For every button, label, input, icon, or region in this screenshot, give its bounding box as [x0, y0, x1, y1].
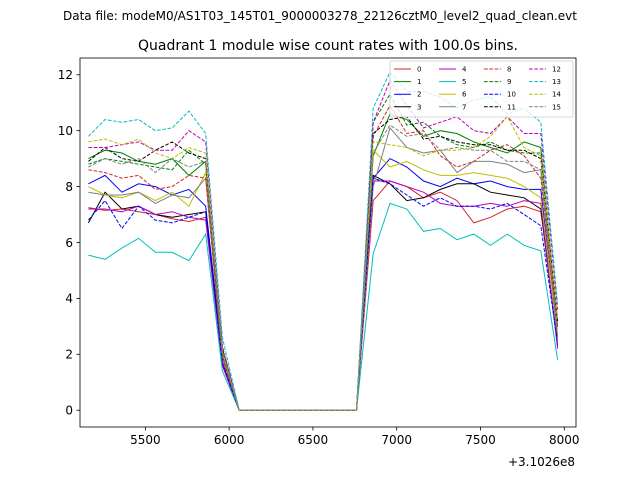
x-offset-label: +3.1026e8 [508, 455, 575, 469]
x-tick-label: 7000 [381, 433, 412, 447]
legend-label-2: 2 [417, 91, 421, 99]
legend-label-5: 5 [462, 78, 466, 86]
data-file-suptitle: Data file: modeM0/AS1T03_145T01_90000032… [63, 9, 577, 23]
x-tick-label: 6000 [214, 433, 245, 447]
legend-label-15: 15 [552, 103, 561, 111]
legend-label-3: 3 [417, 103, 421, 111]
legend-label-14: 14 [552, 91, 561, 99]
chart-title: Quadrant 1 module wise count rates with … [138, 38, 518, 54]
x-tick-label: 5500 [130, 433, 161, 447]
x-tick-label: 8000 [549, 433, 580, 447]
x-tick-label: 7500 [465, 433, 496, 447]
series-line-12 [88, 79, 559, 411]
legend-label-0: 0 [417, 66, 421, 74]
y-tick-label: 2 [65, 348, 73, 362]
legend-label-10: 10 [507, 91, 516, 99]
series-lines [87, 71, 559, 411]
series-line-15 [88, 124, 559, 411]
x-tick-label: 6500 [298, 433, 329, 447]
legend-box [389, 60, 574, 118]
y-tick-label: 6 [65, 236, 73, 250]
legend-label-9: 9 [507, 78, 511, 86]
y-tick-label: 4 [65, 292, 73, 306]
y-tick-label: 0 [65, 404, 73, 418]
legend-label-6: 6 [462, 91, 467, 99]
legend-label-7: 7 [462, 103, 466, 111]
legend-label-13: 13 [552, 78, 561, 86]
y-tick-label: 8 [65, 180, 73, 194]
legend-label-4: 4 [462, 66, 467, 74]
legend-label-8: 8 [507, 66, 511, 74]
y-tick-label: 12 [58, 68, 73, 82]
legend-label-12: 12 [552, 66, 561, 74]
legend-label-1: 1 [417, 78, 421, 86]
legend-label-11: 11 [507, 103, 516, 111]
y-tick-label: 10 [58, 124, 73, 138]
series-line-9 [88, 93, 559, 411]
